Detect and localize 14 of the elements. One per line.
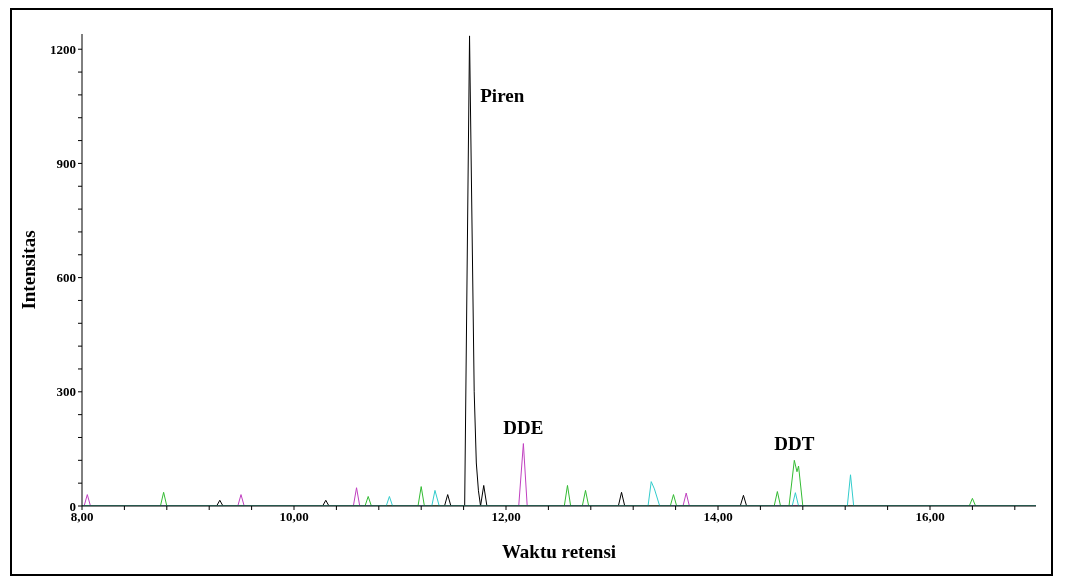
x-axis-title: Waktu retensi [501,541,617,562]
y-axis-title: Intensitas [17,230,39,310]
annotation: DDE [503,416,544,438]
y-tick-label: 900 [56,156,76,172]
x-tick-label: 10,00 [279,509,309,525]
x-tick-label: 12,00 [491,509,521,525]
y-tick-label: 1200 [50,41,76,57]
y-tick-label: 600 [56,270,76,286]
x-tick-label: 16,00 [915,509,945,525]
y-tick-label: 300 [56,384,76,400]
x-tick-label: 14,00 [703,509,733,525]
annotation: DDT [774,433,815,455]
y-tick-label: 0 [69,498,76,514]
annotation: Piren [480,84,525,106]
